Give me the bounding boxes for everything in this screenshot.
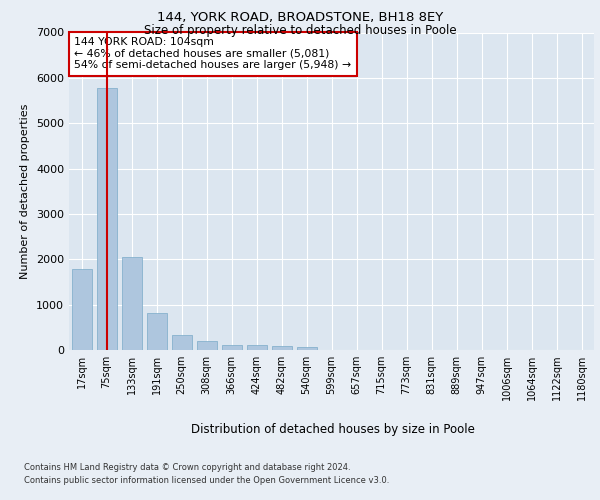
Bar — [247, 346, 266, 350]
Bar — [221, 344, 241, 350]
Bar — [197, 342, 217, 350]
Bar — [71, 270, 91, 350]
Bar — [172, 334, 191, 350]
Text: 144, YORK ROAD, BROADSTONE, BH18 8EY: 144, YORK ROAD, BROADSTONE, BH18 8EY — [157, 11, 443, 24]
Text: Distribution of detached houses by size in Poole: Distribution of detached houses by size … — [191, 422, 475, 436]
Bar — [146, 313, 167, 350]
Bar — [296, 347, 317, 350]
Text: Size of property relative to detached houses in Poole: Size of property relative to detached ho… — [143, 24, 457, 37]
Text: 144 YORK ROAD: 104sqm
← 46% of detached houses are smaller (5,081)
54% of semi-d: 144 YORK ROAD: 104sqm ← 46% of detached … — [74, 38, 352, 70]
Text: Contains HM Land Registry data © Crown copyright and database right 2024.: Contains HM Land Registry data © Crown c… — [24, 462, 350, 471]
Bar — [121, 256, 142, 350]
Y-axis label: Number of detached properties: Number of detached properties — [20, 104, 31, 279]
Text: Contains public sector information licensed under the Open Government Licence v3: Contains public sector information licen… — [24, 476, 389, 485]
Bar — [271, 346, 292, 350]
Bar — [97, 88, 116, 350]
